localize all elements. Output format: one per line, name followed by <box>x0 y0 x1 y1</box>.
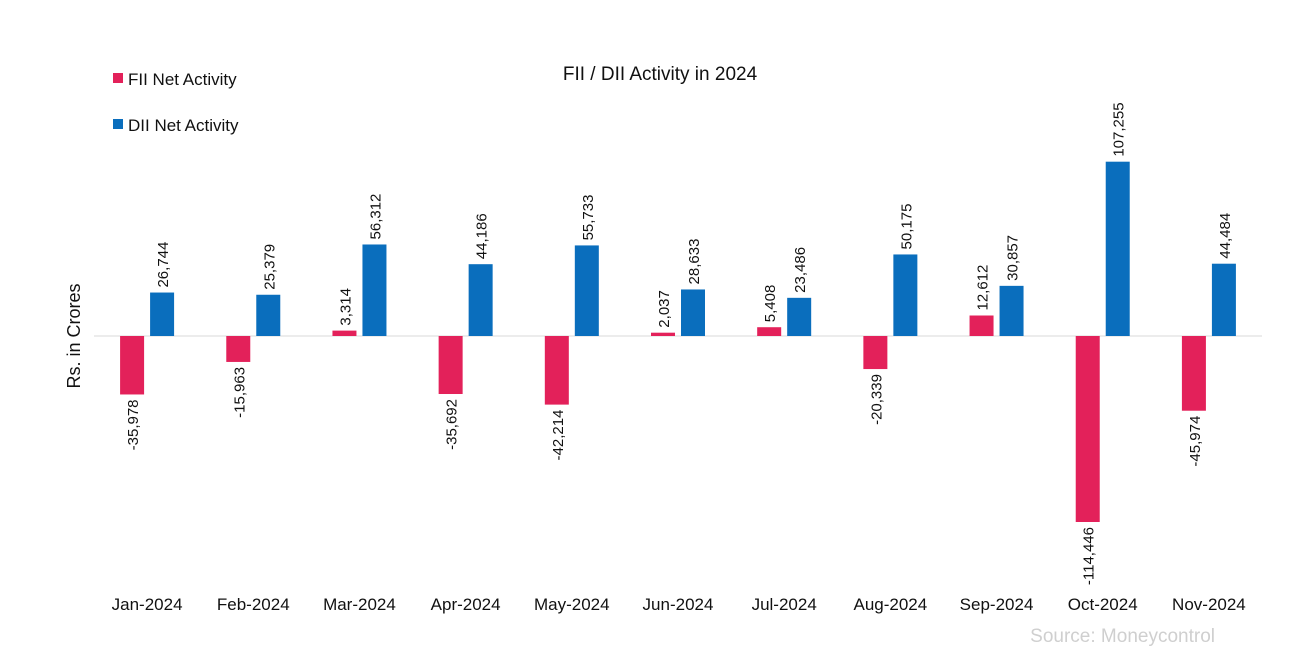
data-label: 28,633 <box>686 239 703 285</box>
fii-bar <box>651 332 675 336</box>
chart-title: FII / DII Activity in 2024 <box>563 64 758 85</box>
fii-bar <box>969 315 994 336</box>
x-tick-label: May-2024 <box>534 595 610 614</box>
x-tick-label: Jun-2024 <box>643 595 714 614</box>
data-label: -42,214 <box>550 410 567 461</box>
chart-marks: Jan-2024 -35,978 26,744 Feb-2024 -15,963 25,3… <box>112 102 1246 614</box>
source-note: Source: Moneycontrol <box>1030 626 1215 647</box>
dii-bar <box>893 254 918 336</box>
data-label: 107,255 <box>1111 102 1128 156</box>
fii-bar <box>863 336 888 370</box>
y-axis-label: Rs. in Crores <box>64 283 84 388</box>
fii-bar <box>1075 336 1100 522</box>
data-label: -35,978 <box>125 399 142 450</box>
fii-bar <box>438 336 463 395</box>
data-label: 12,612 <box>975 265 992 311</box>
x-tick-label: Feb-2024 <box>217 595 290 614</box>
data-label: 5,408 <box>762 285 779 323</box>
fii-bar <box>1181 336 1206 411</box>
data-label: 25,379 <box>261 244 278 290</box>
data-label: 2,037 <box>656 290 673 328</box>
fii-bar <box>226 336 251 362</box>
data-label: 26,744 <box>155 242 172 288</box>
data-label: -114,446 <box>1081 527 1098 585</box>
x-tick-label: Nov-2024 <box>1172 595 1246 614</box>
data-label: -20,339 <box>868 374 885 425</box>
data-label: 50,175 <box>898 204 915 250</box>
data-label: 55,733 <box>580 195 597 241</box>
dii-bar <box>574 245 599 336</box>
dii-bar <box>681 289 705 336</box>
x-tick-label: Oct-2024 <box>1068 595 1138 614</box>
dii-bar <box>1105 161 1130 336</box>
data-label: 44,484 <box>1217 213 1234 259</box>
legend: FII Net Activity DII Net Activity <box>113 70 239 135</box>
data-label: 30,857 <box>1005 235 1022 281</box>
data-label: 23,486 <box>792 247 809 293</box>
fii-bar <box>120 336 145 395</box>
dii-bar <box>256 294 281 336</box>
data-label: 56,312 <box>367 194 384 240</box>
legend-swatch-fii <box>113 73 123 83</box>
data-label: 44,186 <box>474 213 491 259</box>
legend-label-dii: DII Net Activity <box>128 116 239 135</box>
dii-bar <box>787 297 812 336</box>
legend-label-fii: FII Net Activity <box>128 70 237 89</box>
fii-bar <box>757 327 782 336</box>
x-tick-label: Apr-2024 <box>431 595 501 614</box>
dii-bar <box>150 292 175 336</box>
x-tick-label: Sep-2024 <box>960 595 1034 614</box>
fii-bar <box>332 330 357 336</box>
data-label: -45,974 <box>1187 416 1204 467</box>
x-tick-label: Mar-2024 <box>323 595 396 614</box>
dii-bar <box>1211 263 1236 336</box>
x-tick-label: Jan-2024 <box>112 595 183 614</box>
x-tick-label: Jul-2024 <box>752 595 817 614</box>
dii-bar <box>362 244 387 336</box>
x-tick-label: Aug-2024 <box>853 595 927 614</box>
dii-bar <box>999 285 1024 336</box>
fii-bar <box>544 336 569 405</box>
data-label: 3,314 <box>337 288 354 326</box>
legend-swatch-dii <box>113 119 123 129</box>
dii-bar <box>468 264 493 336</box>
data-label: -15,963 <box>231 367 248 418</box>
data-label: -35,692 <box>444 399 461 450</box>
